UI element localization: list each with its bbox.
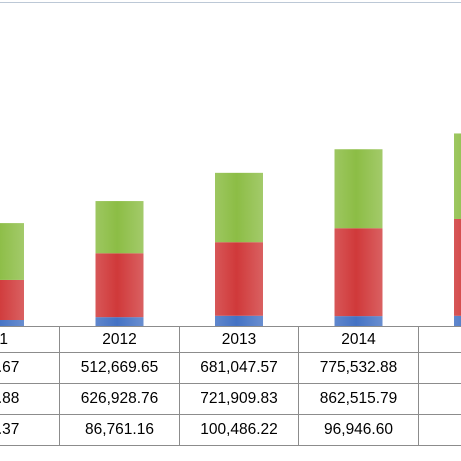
bar-2011-series-0 bbox=[0, 320, 24, 326]
bar-2013-series-2 bbox=[215, 172, 263, 243]
stacked-bar-plot bbox=[0, 133, 461, 326]
bar-2014-series-0 bbox=[334, 316, 383, 326]
category-label: 2 bbox=[418, 326, 461, 353]
table-cell: 512,669.65 bbox=[59, 352, 180, 384]
table-cell: 96,946.60 bbox=[298, 414, 419, 446]
table-cell: 681,047.57 bbox=[179, 352, 299, 384]
bar-2012-series-0 bbox=[95, 317, 144, 326]
category-label: 2012 bbox=[59, 326, 180, 353]
bar-2015-series-1 bbox=[454, 218, 461, 316]
category-label: 2013 bbox=[179, 326, 299, 353]
table-cell: 775,532.88 bbox=[298, 352, 419, 384]
table-cell: 626,928.76 bbox=[59, 383, 180, 415]
table-cell: 100 bbox=[418, 414, 461, 446]
chart-top-border bbox=[0, 2, 461, 3]
table-cell: 86,761.16 bbox=[59, 414, 180, 446]
bar-2012-series-1 bbox=[95, 253, 144, 318]
bar-2014-series-1 bbox=[334, 228, 383, 317]
bar-2012-series-2 bbox=[95, 201, 144, 254]
table-cell: 97.67 bbox=[0, 352, 60, 384]
table-cell: 68.88 bbox=[0, 383, 60, 415]
category-label: 11 bbox=[0, 326, 60, 353]
data-table: 112012201320142 97.67512,669.65681,047.57… bbox=[0, 326, 461, 447]
table-cell: 852 bbox=[418, 352, 461, 384]
bar-2011-series-2 bbox=[0, 223, 24, 280]
bar-2015-series-2 bbox=[454, 133, 461, 219]
table-cell: 51.37 bbox=[0, 414, 60, 446]
table-cell: 100,486.22 bbox=[179, 414, 299, 446]
table-cell: 965 bbox=[418, 383, 461, 415]
table-cell: 862,515.79 bbox=[298, 383, 419, 415]
bar-2015-series-0 bbox=[454, 315, 461, 326]
bar-2013-series-0 bbox=[215, 315, 263, 326]
bar-2013-series-1 bbox=[215, 242, 263, 316]
table-cell: 721,909.83 bbox=[179, 383, 299, 415]
bar-2011-series-1 bbox=[0, 279, 24, 320]
bar-2014-series-2 bbox=[334, 149, 383, 229]
category-label: 2014 bbox=[298, 326, 419, 353]
